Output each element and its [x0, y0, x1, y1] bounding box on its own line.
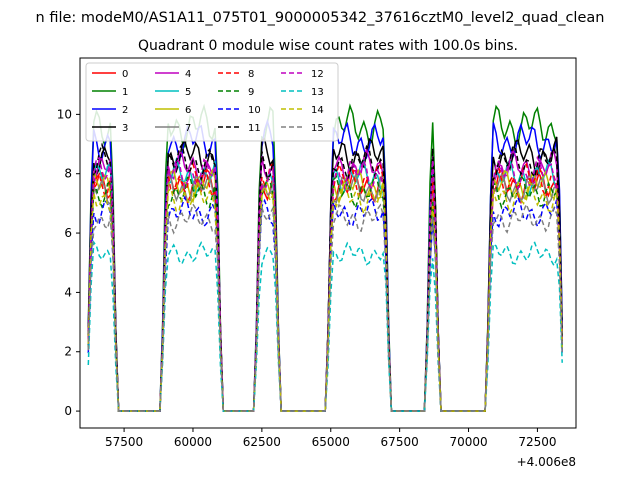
legend-label-0: 0: [122, 69, 128, 80]
x-tick-label: 72500: [518, 435, 556, 449]
y-axis: 0 2 4 6 8 10: [57, 107, 80, 418]
x-tick-label: 57500: [105, 435, 143, 449]
series-line-15: [87, 202, 563, 412]
x-tick-label: 62500: [243, 435, 281, 449]
legend-label-1: 1: [122, 87, 128, 98]
series-line-13: [87, 240, 563, 412]
x-tick-label: 67500: [381, 435, 419, 449]
legend-box: [85, 62, 339, 142]
legend-label-7: 7: [185, 123, 191, 134]
y-tick-label: 0: [64, 404, 72, 418]
plot-area: 57500 60000 62500 65000 67500 70000 72500 0 2 4 6…: [57, 57, 577, 469]
legend-label-10: 10: [248, 105, 261, 116]
legend-label-5: 5: [185, 87, 191, 98]
legend-label-15: 15: [311, 123, 324, 134]
y-tick-label: 6: [64, 226, 72, 240]
x-tick-label: 70000: [449, 435, 487, 449]
figure-suptitle: n file: modeM0/AS1A11_075T01_9000005342_…: [36, 10, 605, 26]
series-layer: [87, 103, 563, 412]
x-tick-label: 60000: [174, 435, 212, 449]
legend-label-12: 12: [311, 69, 324, 80]
legend-label-11: 11: [248, 123, 261, 134]
x-tick-label: 65000: [312, 435, 350, 449]
x-offset-label: +4.006e8: [517, 455, 576, 469]
y-tick-label: 2: [64, 345, 72, 359]
y-tick-label: 8: [64, 167, 72, 181]
y-tick-label: 4: [64, 285, 72, 299]
legend-label-8: 8: [248, 69, 254, 80]
legend-label-6: 6: [185, 105, 191, 116]
legend-label-13: 13: [311, 87, 324, 98]
y-tick-label: 10: [57, 107, 72, 121]
legend-label-2: 2: [122, 105, 128, 116]
legend-label-9: 9: [248, 87, 254, 98]
axes-title: Quadrant 0 module wise count rates with …: [138, 38, 518, 54]
legend-label-4: 4: [185, 69, 191, 80]
x-axis: 57500 60000 62500 65000 67500 70000 72500: [105, 428, 557, 449]
legend-label-14: 14: [311, 105, 324, 116]
axes-frame: [79, 57, 577, 429]
legend-label-3: 3: [122, 123, 128, 134]
